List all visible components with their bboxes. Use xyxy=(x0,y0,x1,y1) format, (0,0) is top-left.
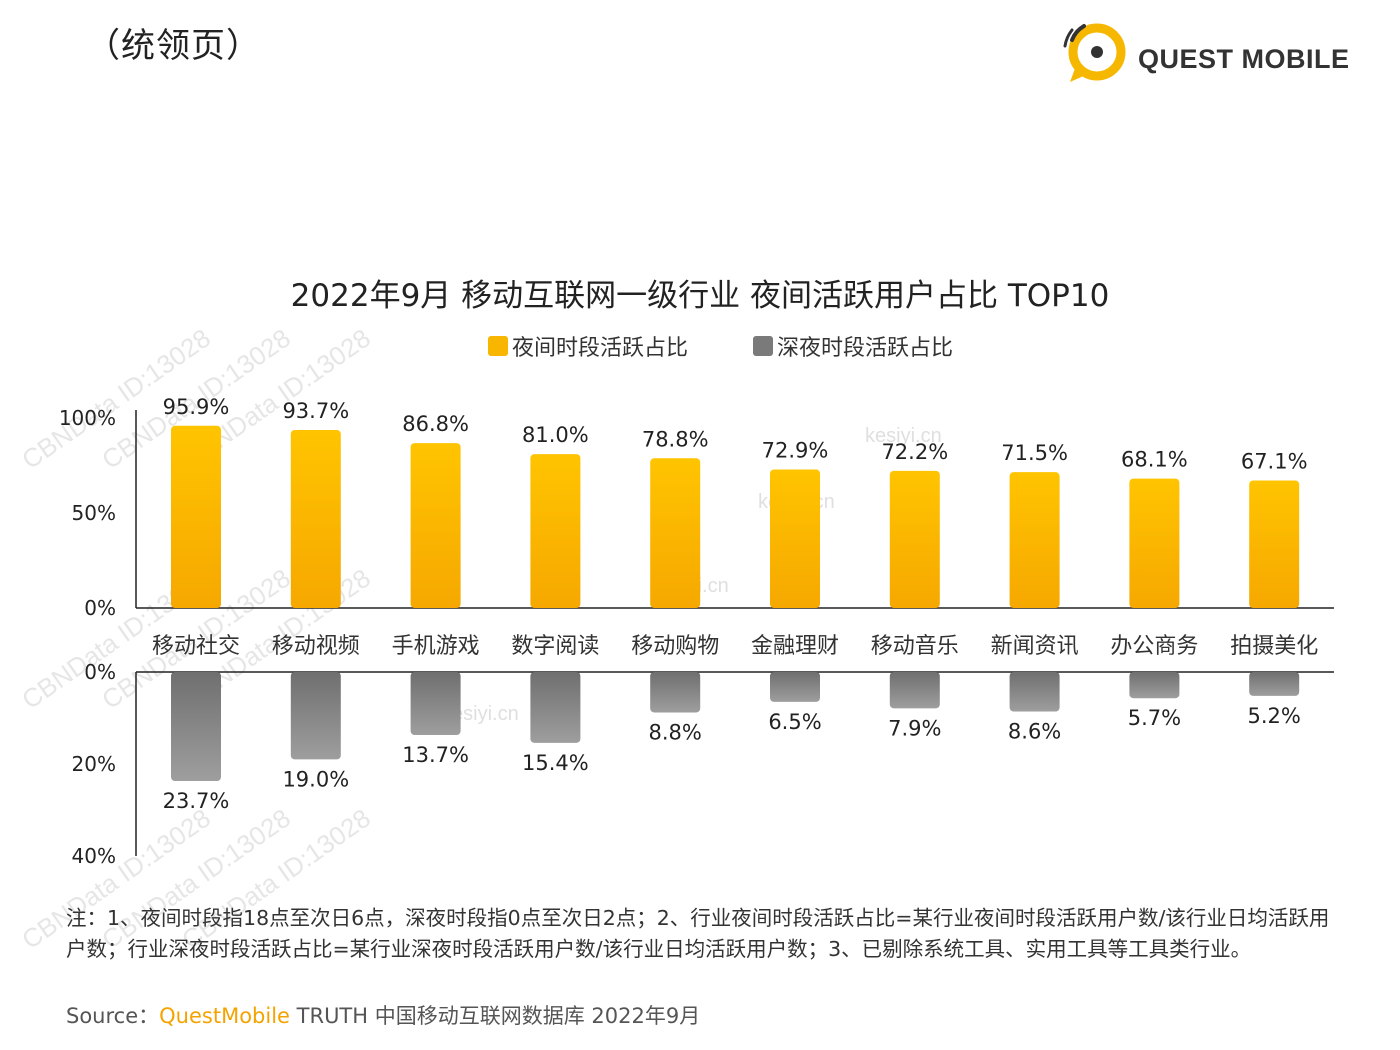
logo-text: QUEST MOBILE xyxy=(1138,44,1350,74)
bar-night xyxy=(770,469,820,608)
data-label-late-night: 8.6% xyxy=(1008,720,1061,744)
bar-night xyxy=(1009,472,1060,608)
chart-legend: 夜间时段活跃占比 深夜时段活跃占比 xyxy=(0,330,1400,362)
category-label: 移动音乐 xyxy=(871,634,959,659)
legend-label-late-night: 深夜时段活跃占比 xyxy=(777,336,954,361)
category-label: 数字阅读 xyxy=(511,634,599,659)
bar-late-night xyxy=(889,672,940,709)
legend-item-night: 夜间时段活跃占比 xyxy=(488,330,688,362)
logo-mark-icon xyxy=(1063,23,1126,82)
category-label: 移动视频 xyxy=(272,634,360,659)
bar-late-night xyxy=(770,672,820,702)
data-label-late-night: 19.0% xyxy=(282,767,349,791)
data-label-night: 72.2% xyxy=(881,440,948,464)
category-label: 手机游戏 xyxy=(392,634,480,659)
y-tick-label-bottom: 40% xyxy=(72,844,116,868)
data-label-late-night: 6.5% xyxy=(768,710,821,734)
page-section-label: （统领页） xyxy=(86,26,261,66)
bar-late-night xyxy=(530,672,581,743)
bar-late-night xyxy=(1009,672,1060,712)
bar-night xyxy=(1249,480,1300,608)
y-tick-label-top: 50% xyxy=(72,501,116,525)
data-label-night: 81.0% xyxy=(522,423,589,447)
bar-night xyxy=(530,454,581,608)
chart-title: 2022年9月 移动互联网一级行业 夜间活跃用户占比 TOP10 xyxy=(290,278,1110,314)
data-label-late-night: 23.7% xyxy=(163,789,230,813)
data-label-night: 78.8% xyxy=(642,427,709,451)
legend-swatch-late-night xyxy=(753,336,773,356)
data-label-night: 93.7% xyxy=(282,399,349,423)
y-tick-label-bottom: 20% xyxy=(72,752,116,776)
data-label-late-night: 13.7% xyxy=(402,743,469,767)
data-label-night: 86.8% xyxy=(402,412,469,436)
data-label-night: 67.1% xyxy=(1241,450,1308,474)
data-label-late-night: 5.7% xyxy=(1128,706,1181,730)
bar-late-night xyxy=(290,672,341,760)
data-label-night: 95.9% xyxy=(163,395,230,419)
bar-night xyxy=(290,429,341,608)
y-tick-label-bottom: 0% xyxy=(84,660,116,684)
bar-late-night xyxy=(650,672,701,713)
data-label-night: 68.1% xyxy=(1121,448,1188,472)
data-label-night: 72.9% xyxy=(762,438,829,462)
bar-late-night xyxy=(1249,672,1300,696)
legend-swatch-night xyxy=(488,336,508,356)
bar-night xyxy=(410,443,461,608)
source-line: Source：QuestMobile TRUTH 中国移动互联网数据库 2022… xyxy=(66,1000,700,1030)
y-tick-label-top: 0% xyxy=(84,596,116,620)
category-label: 拍摄美化 xyxy=(1230,634,1318,659)
category-label: 移动购物 xyxy=(631,634,719,659)
source-brand: QuestMobile xyxy=(159,1004,290,1028)
category-label: 办公商务 xyxy=(1110,634,1198,659)
data-label-late-night: 7.9% xyxy=(888,716,941,740)
chart-plot-area: 100% 50% 0% 0% 20% 40% 95.9% 移动社交 23.7% 93.7% 移动视频… xyxy=(59,395,1334,868)
category-label: 新闻资讯 xyxy=(991,634,1079,659)
data-label-late-night: 5.2% xyxy=(1248,704,1301,728)
data-label-late-night: 8.8% xyxy=(649,720,702,744)
quest-mobile-logo: QUEST MOBILE xyxy=(1062,18,1352,88)
category-label: 移动社交 xyxy=(152,634,240,659)
data-label-late-night: 15.4% xyxy=(522,751,589,775)
source-rest: TRUTH 中国移动互联网数据库 2022年9月 xyxy=(289,1004,701,1028)
bar-late-night xyxy=(171,672,221,782)
y-tick-label-top: 100% xyxy=(59,406,116,430)
legend-label-night: 夜间时段活跃占比 xyxy=(512,336,689,361)
bar-night xyxy=(171,425,221,608)
chart-footnote: 注：1、夜间时段指18点至次日6点，深夜时段指0点至次日2点；2、行业夜间时段活… xyxy=(66,906,1330,961)
legend-item-late-night: 深夜时段活跃占比 xyxy=(753,330,953,362)
bar-night xyxy=(889,470,940,608)
bar-night xyxy=(1129,478,1180,608)
category-label: 金融理财 xyxy=(751,634,839,659)
data-label-night: 71.5% xyxy=(1001,441,1068,465)
source-prefix: Source： xyxy=(66,1004,160,1028)
bar-late-night xyxy=(410,672,461,736)
bar-late-night xyxy=(1129,672,1180,699)
bar-night xyxy=(650,458,701,608)
